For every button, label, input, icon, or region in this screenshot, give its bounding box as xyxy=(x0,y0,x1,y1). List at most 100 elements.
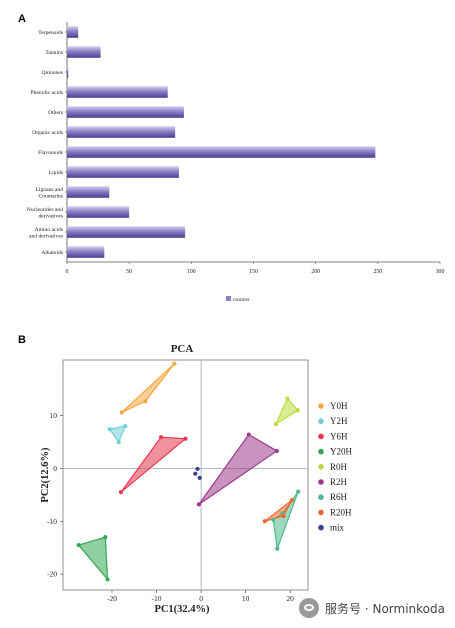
data-point xyxy=(262,519,267,524)
category-label: Lipids xyxy=(49,170,63,176)
group-polygon xyxy=(120,436,188,493)
category-label: Phenolic acids xyxy=(31,90,63,96)
x-tick-label: 100 xyxy=(187,269,196,275)
data-point xyxy=(193,471,198,476)
data-point xyxy=(295,408,300,413)
panel-a-label: A xyxy=(18,13,26,25)
bar xyxy=(67,46,101,58)
watermark: 服务号 · Norminkoda xyxy=(299,598,445,618)
chart-title: PCA xyxy=(171,343,194,355)
bar xyxy=(67,126,176,138)
legend: Y0H Y2H Y6H Y20H R0H R2H R6H R20H mix xyxy=(318,401,352,533)
x-tick-labels: 0 50 100 150 200 250 300 xyxy=(66,262,444,275)
legend-marker xyxy=(318,418,324,425)
data-point xyxy=(275,546,280,551)
data-point xyxy=(285,396,290,401)
data-point xyxy=(197,475,202,481)
group-polygon xyxy=(274,397,299,426)
bar xyxy=(67,146,376,158)
legend-marker xyxy=(318,479,324,485)
data-point xyxy=(105,577,110,582)
legend-label: Y6H xyxy=(330,431,348,441)
wechat-icon xyxy=(299,598,320,618)
category-label: Organic acids xyxy=(32,130,63,136)
x-tick-label: 10 xyxy=(242,594,250,603)
category-label: Amino acids and derivatives xyxy=(29,227,63,240)
x-tick-label: 0 xyxy=(66,269,69,275)
data-point xyxy=(195,466,200,472)
group-polygon xyxy=(198,433,278,505)
bar xyxy=(67,246,105,258)
category-label: Terpenoids xyxy=(38,30,63,36)
legend-label: Y20H xyxy=(330,447,352,457)
data-point xyxy=(107,427,112,432)
data-point xyxy=(183,436,188,441)
x-tick-label: 250 xyxy=(373,269,382,275)
data-point xyxy=(296,489,301,494)
bar xyxy=(67,86,168,98)
bar xyxy=(67,226,186,238)
legend-marker xyxy=(318,524,324,531)
bars-group xyxy=(67,26,376,258)
data-point xyxy=(274,448,279,454)
data-point xyxy=(76,542,81,548)
legend-label: mix xyxy=(330,523,345,533)
bar xyxy=(67,26,79,38)
group-polygon xyxy=(108,425,127,444)
data-point xyxy=(281,513,286,519)
data-point xyxy=(289,498,295,503)
group-polygons xyxy=(77,363,299,582)
legend-label: R6H xyxy=(330,492,348,502)
data-point xyxy=(172,361,177,366)
y-tick-label: 0 xyxy=(53,464,57,473)
category-label: Alkaloids xyxy=(41,250,63,256)
watermark-text: 服务号 · Norminkoda xyxy=(325,601,445,616)
data-point xyxy=(143,399,148,404)
legend-label: R2H xyxy=(330,477,348,487)
bar xyxy=(67,206,130,218)
data-point xyxy=(196,502,201,507)
legend: number xyxy=(226,296,250,303)
category-label: Flavonoids xyxy=(38,150,63,156)
x-tick-label: -20 xyxy=(107,594,117,603)
data-point xyxy=(119,410,124,415)
x-tick-label: 20 xyxy=(286,594,294,603)
bar xyxy=(67,66,69,78)
x-tick-label: 50 xyxy=(126,269,132,275)
x-tick-label: 200 xyxy=(311,269,320,275)
pca-panel: B PCA -20 -10 0 10 20 -20 -10 0 10 PC1(32.4%) PC… xyxy=(18,334,352,615)
x-tick-label: -10 xyxy=(152,594,162,603)
zero-lines xyxy=(63,360,308,590)
data-point xyxy=(158,435,164,440)
x-axis-label: PC1(32.4%) xyxy=(154,604,210,615)
category-label: Nucleotides and derivatives xyxy=(27,207,63,220)
legend-label: Y2H xyxy=(330,416,348,426)
data-point xyxy=(246,432,251,437)
y-axis-label: PC2(12.6%) xyxy=(40,447,51,503)
legend-marker xyxy=(318,509,324,516)
x-tick-label: 0 xyxy=(199,594,203,603)
bar xyxy=(67,166,179,178)
bar-chart-panel: A Terpenoids Tannins Quinones Phenolic acid… xyxy=(18,13,444,303)
panel-b-label: B xyxy=(18,334,26,346)
group-polygon xyxy=(121,363,175,413)
y-tick-label: -20 xyxy=(47,570,57,579)
data-point xyxy=(118,490,124,495)
legend-marker xyxy=(318,464,324,470)
bar xyxy=(67,106,184,118)
y-tick-label: -10 xyxy=(47,517,57,526)
data-point xyxy=(103,535,108,540)
legend-marker xyxy=(318,433,324,440)
legend-label: number xyxy=(233,297,250,303)
legend-label: Y0H xyxy=(330,401,348,411)
data-point xyxy=(116,439,121,445)
bar xyxy=(67,186,110,198)
category-label: Lignans and Coumarins xyxy=(36,187,64,200)
data-points xyxy=(76,361,301,582)
data-point xyxy=(271,517,276,522)
legend-marker xyxy=(318,403,324,409)
legend-label: R20H xyxy=(330,507,352,517)
group-polygon xyxy=(77,536,109,582)
category-label: Quinones xyxy=(42,70,63,76)
